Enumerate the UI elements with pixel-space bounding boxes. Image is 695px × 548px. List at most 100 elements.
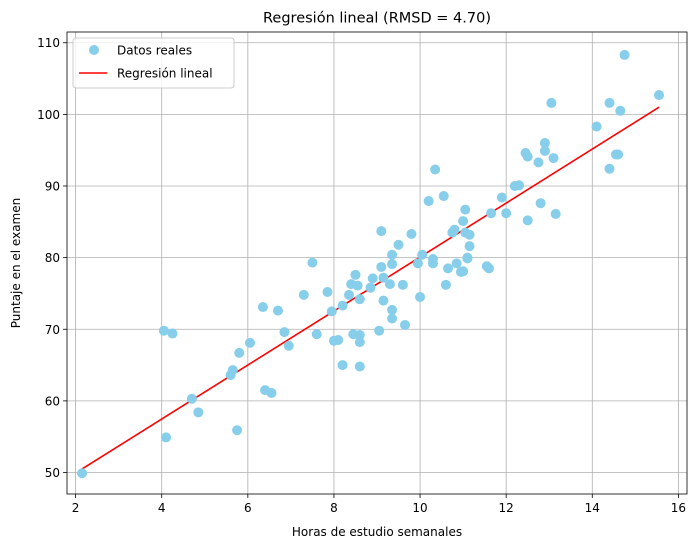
data-point — [387, 313, 398, 324]
data-point — [350, 269, 361, 280]
x-tick-label: 10 — [412, 501, 427, 515]
data-point — [279, 327, 290, 338]
legend: Datos reales Regresión lineal — [72, 37, 235, 89]
y-tick-label: 70 — [45, 323, 60, 337]
data-point — [546, 97, 557, 108]
data-point — [337, 300, 348, 311]
y-tick-label: 110 — [37, 36, 60, 50]
data-point — [462, 252, 473, 263]
data-point — [354, 361, 365, 372]
data-point — [311, 329, 322, 340]
y-tick-label: 50 — [45, 466, 60, 480]
data-point — [158, 325, 169, 336]
data-point — [458, 266, 469, 277]
data-point — [464, 229, 475, 240]
legend-label-regresion-lineal: Regresión lineal — [117, 67, 213, 81]
data-point — [397, 279, 408, 290]
data-point — [387, 304, 398, 315]
data-point — [354, 337, 365, 348]
data-point — [376, 261, 387, 272]
y-axis-label: Puntaje en el examen — [9, 198, 23, 328]
data-point — [417, 249, 428, 260]
legend-marker-datos-reales — [89, 45, 99, 55]
data-point — [522, 215, 533, 226]
data-point — [376, 226, 387, 237]
data-point — [460, 204, 471, 215]
data-point — [387, 259, 398, 270]
data-point — [77, 468, 88, 479]
data-point — [539, 138, 550, 149]
x-tick-label: 12 — [499, 501, 514, 515]
data-point — [427, 254, 438, 265]
data-point — [227, 365, 238, 376]
data-point — [486, 208, 497, 219]
data-point — [399, 319, 410, 330]
x-tick-label: 8 — [330, 501, 338, 515]
y-tick-label: 80 — [45, 251, 60, 265]
data-point — [535, 198, 546, 209]
data-point — [423, 196, 434, 207]
data-point — [354, 329, 365, 340]
x-axis-label: Horas de estudio semanales — [292, 525, 462, 539]
data-point — [384, 279, 395, 290]
data-point — [604, 163, 615, 174]
data-point — [344, 289, 355, 300]
x-tick-label: 14 — [585, 501, 600, 515]
data-point — [619, 49, 630, 60]
data-point — [440, 279, 451, 290]
data-point — [591, 121, 602, 132]
data-point — [272, 305, 283, 316]
x-axis-ticks: 2 4 6 8 10 12 14 16 — [72, 494, 686, 515]
data-point — [393, 239, 404, 250]
data-point — [333, 335, 344, 345]
data-point — [443, 263, 454, 274]
data-point — [604, 97, 615, 108]
data-point — [615, 105, 626, 116]
data-point — [367, 273, 378, 284]
data-point — [365, 282, 376, 293]
data-point — [326, 306, 337, 317]
data-point — [438, 191, 449, 202]
data-point — [533, 157, 544, 168]
data-point — [322, 287, 333, 298]
data-point — [378, 295, 389, 306]
data-point — [167, 328, 178, 339]
data-point — [378, 272, 389, 283]
data-point — [501, 208, 512, 219]
plot-area — [67, 32, 687, 494]
data-point — [449, 224, 460, 235]
data-point — [539, 145, 550, 156]
data-point — [244, 337, 255, 348]
x-tick-label: 2 — [72, 501, 80, 515]
data-point — [514, 180, 525, 191]
data-point — [548, 153, 559, 164]
data-point — [522, 151, 533, 162]
data-point — [613, 149, 624, 160]
data-point — [430, 164, 441, 175]
data-point — [654, 90, 665, 101]
data-point — [234, 347, 245, 358]
data-point — [266, 388, 277, 399]
data-point — [496, 192, 507, 203]
data-point — [387, 249, 398, 260]
y-axis-ticks: 50 60 70 80 90 100 110 — [37, 36, 67, 480]
data-point — [337, 360, 348, 371]
legend-label-datos-reales: Datos reales — [117, 44, 192, 58]
data-point — [307, 257, 318, 268]
y-tick-label: 100 — [37, 108, 60, 122]
data-point — [283, 340, 294, 351]
plot-frame — [66, 31, 688, 495]
data-point — [550, 208, 561, 219]
x-tick-label: 16 — [671, 501, 686, 515]
x-tick-label: 4 — [158, 501, 166, 515]
y-tick-label: 60 — [45, 394, 60, 408]
data-point — [186, 393, 197, 404]
data-point — [412, 258, 423, 269]
data-point — [406, 228, 417, 239]
legend-box — [72, 37, 235, 89]
data-point — [161, 432, 172, 443]
data-point — [458, 216, 469, 227]
data-point — [415, 292, 426, 303]
data-point — [354, 294, 365, 305]
data-point — [464, 241, 475, 252]
